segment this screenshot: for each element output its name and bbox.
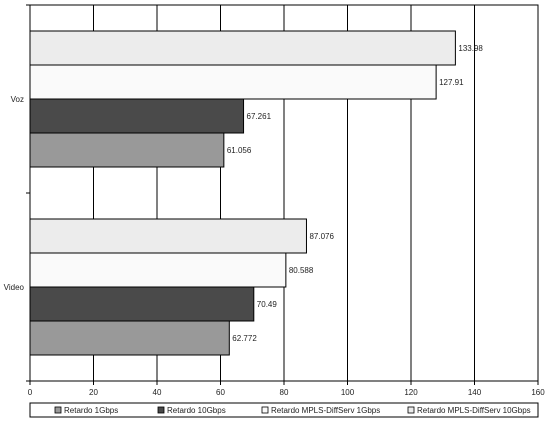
bar-2-0 xyxy=(29,64,437,100)
category-label: Voz xyxy=(11,95,24,104)
data-labels: 61.056 67.261 127.91 133.98 62.772 70.49 80.58… xyxy=(227,44,484,343)
legend-swatch xyxy=(407,406,415,414)
legend-label: Retardo MPLS-DiffServ 10Gbps xyxy=(417,406,531,415)
bar-value-label: 133.98 xyxy=(458,44,483,53)
legend-swatch xyxy=(261,406,269,414)
legend-swatch xyxy=(54,406,62,414)
bar-value-label: 61.056 xyxy=(227,146,252,155)
legend-label: Retardo 1Gbps xyxy=(64,406,118,415)
x-tick-label: 160 xyxy=(531,388,545,397)
bar-value-label: 70.49 xyxy=(257,300,278,309)
x-tick-label: 140 xyxy=(468,388,482,397)
x-tick-label: 60 xyxy=(216,388,225,397)
category-label: Video xyxy=(4,283,25,292)
bar-2-1 xyxy=(29,252,287,288)
bar-1-0 xyxy=(29,98,245,134)
bars xyxy=(29,30,456,356)
x-tick-label: 0 xyxy=(28,388,33,397)
legend-box xyxy=(29,402,539,418)
bar-1-1 xyxy=(29,286,255,322)
legend-label: Retardo 10Gbps xyxy=(167,406,226,415)
bar-value-label: 87.076 xyxy=(309,232,334,241)
legend-label: Retardo MPLS-DiffServ 1Gbps xyxy=(271,406,380,415)
bar-3-0 xyxy=(29,30,456,66)
bar-0-0 xyxy=(29,132,225,168)
bar-0-1 xyxy=(29,320,230,356)
x-tick-label: 20 xyxy=(89,388,98,397)
axes: 0 20 40 60 80 100 120 140 160 Voz Video xyxy=(4,4,545,397)
x-tick-label: 120 xyxy=(404,388,418,397)
bar-3-1 xyxy=(29,218,307,254)
legend: Retardo 1Gbps Retardo 10Gbps Retardo MPLS-… xyxy=(29,402,539,418)
x-tick-label: 40 xyxy=(153,388,162,397)
bar-value-label: 80.588 xyxy=(289,266,314,275)
legend-swatch xyxy=(157,406,165,414)
bar-value-label: 67.261 xyxy=(247,112,272,121)
bar-value-label: 62.772 xyxy=(232,334,257,343)
x-tick-label: 80 xyxy=(280,388,289,397)
x-tick-label: 100 xyxy=(341,388,355,397)
bar-value-label: 127.91 xyxy=(439,78,464,87)
